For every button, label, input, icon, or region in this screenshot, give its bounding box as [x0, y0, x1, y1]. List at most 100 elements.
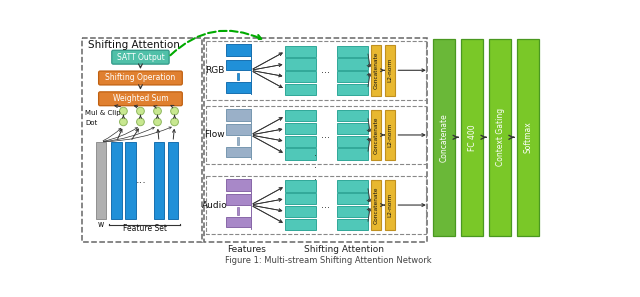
Bar [337, 206, 367, 217]
Bar [285, 193, 316, 204]
Text: SATT Output: SATT Output [116, 53, 164, 62]
Bar [81, 38, 202, 242]
Bar [168, 142, 179, 219]
Bar [517, 39, 539, 236]
Bar [371, 180, 381, 230]
Bar [433, 39, 455, 236]
Text: Mul & Clip: Mul & Clip [85, 110, 121, 116]
Bar [237, 207, 239, 215]
Bar [337, 84, 367, 95]
Bar [337, 148, 367, 159]
Bar [461, 39, 483, 236]
Bar [226, 86, 250, 88]
Bar [337, 46, 367, 57]
Bar [285, 71, 316, 82]
Text: ...: ... [321, 65, 330, 75]
Bar [226, 217, 250, 228]
Text: Dot: Dot [85, 120, 98, 127]
Bar [385, 110, 396, 160]
Circle shape [154, 118, 161, 126]
Circle shape [136, 107, 145, 115]
Bar [285, 148, 316, 159]
Bar [205, 41, 426, 99]
Text: ·
·
·: · · · [314, 151, 317, 185]
Text: L2-norm: L2-norm [387, 193, 392, 217]
Bar [226, 59, 250, 70]
Bar [285, 219, 316, 230]
Bar [337, 180, 367, 192]
Bar [337, 110, 367, 121]
Bar [154, 142, 164, 219]
Text: L2-norm: L2-norm [387, 58, 392, 83]
Bar [225, 107, 252, 163]
Bar [237, 137, 239, 145]
Bar [205, 176, 426, 234]
Text: ...: ... [136, 176, 147, 185]
Bar [226, 109, 250, 147]
Bar [337, 136, 367, 147]
Bar [285, 84, 316, 95]
Bar [285, 180, 316, 192]
Circle shape [171, 118, 179, 126]
Text: Features: Features [227, 245, 266, 254]
Bar [226, 179, 250, 191]
Text: Context Gating: Context Gating [495, 108, 504, 166]
Bar [226, 194, 250, 205]
Bar [226, 44, 250, 56]
Text: w: w [97, 220, 104, 229]
Text: Shifting Attention: Shifting Attention [88, 40, 180, 50]
Text: ...: ... [321, 130, 330, 140]
Bar [226, 179, 250, 217]
Bar [226, 109, 250, 121]
Circle shape [120, 118, 127, 126]
Bar [225, 42, 252, 98]
Text: Audio: Audio [202, 200, 228, 210]
Text: ...: ... [321, 200, 330, 210]
Bar [205, 106, 426, 164]
Text: Weighted Sum: Weighted Sum [113, 94, 168, 103]
Bar [225, 177, 252, 233]
Bar [337, 71, 367, 82]
Bar [371, 110, 381, 160]
Text: L2-norm: L2-norm [387, 123, 392, 147]
Bar [285, 58, 316, 69]
Bar [226, 151, 250, 153]
FancyBboxPatch shape [112, 50, 169, 64]
Bar [95, 142, 106, 219]
Circle shape [136, 118, 145, 126]
Bar [204, 38, 428, 242]
Circle shape [171, 107, 179, 115]
Circle shape [120, 107, 127, 115]
Bar [226, 150, 250, 159]
Bar [237, 72, 239, 80]
Bar [337, 58, 367, 69]
Bar [111, 142, 122, 219]
Bar [226, 124, 250, 135]
FancyBboxPatch shape [99, 71, 182, 85]
Bar [385, 180, 396, 230]
FancyBboxPatch shape [99, 92, 182, 106]
Text: FC 400: FC 400 [468, 124, 477, 151]
Text: Softmax: Softmax [524, 121, 532, 153]
Bar [337, 193, 367, 204]
Text: Concatenate: Concatenate [374, 186, 378, 224]
Bar [385, 45, 396, 96]
Text: Flow: Flow [205, 130, 225, 140]
Bar [285, 46, 316, 57]
Bar [226, 82, 250, 93]
Bar [337, 123, 367, 134]
Text: Feature Set: Feature Set [123, 225, 166, 233]
Bar [285, 123, 316, 134]
Bar [285, 206, 316, 217]
Circle shape [154, 107, 161, 115]
Bar [226, 85, 250, 94]
Bar [337, 219, 367, 230]
Bar [226, 221, 250, 223]
Text: Figure 1: Multi-stream Shifting Attention Network: Figure 1: Multi-stream Shifting Attentio… [225, 256, 431, 265]
Bar [125, 142, 136, 219]
Text: Shifting Operation: Shifting Operation [106, 73, 175, 83]
Bar [226, 44, 250, 83]
Bar [285, 136, 316, 147]
Bar [489, 39, 511, 236]
Bar [371, 45, 381, 96]
